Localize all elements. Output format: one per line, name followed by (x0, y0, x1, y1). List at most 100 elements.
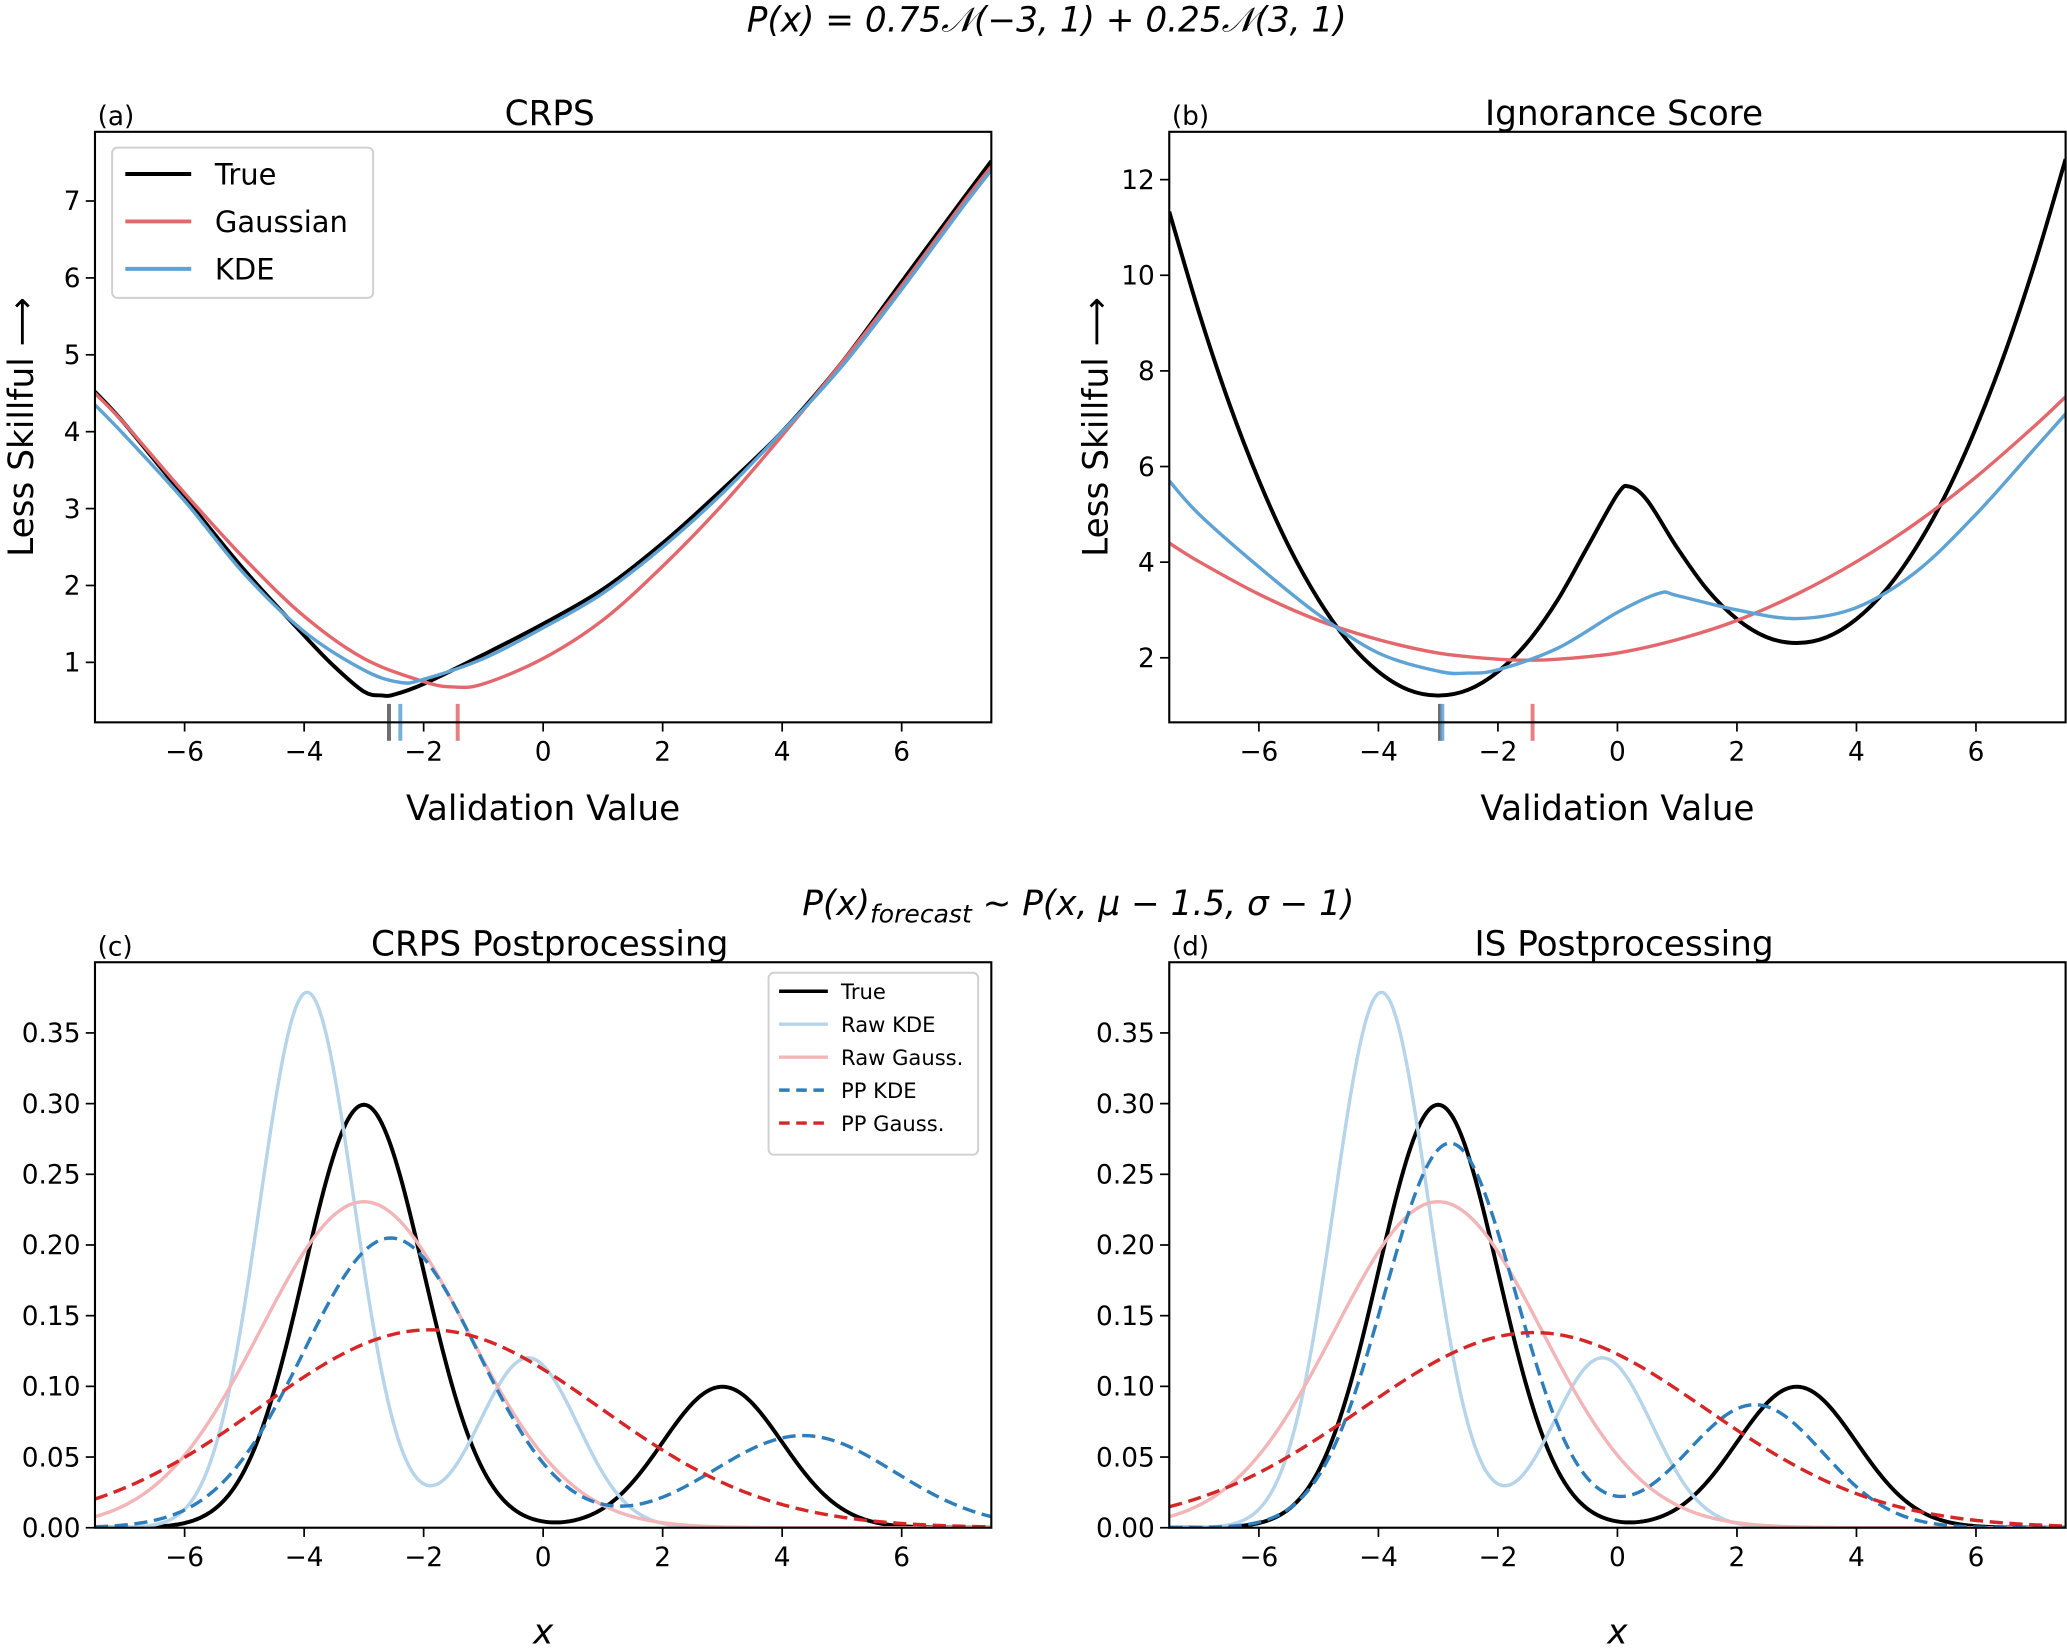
y-tick-label: 0.20 (1096, 1231, 1155, 1261)
x-tick-label: −2 (1478, 738, 1517, 768)
y-tick-label: 2 (1138, 644, 1155, 674)
legend-label: PP Gauss. (841, 1111, 944, 1136)
y-tick-label: 0.10 (1096, 1373, 1155, 1403)
legend: True Gaussian KDE (111, 146, 375, 299)
legend-box (111, 146, 375, 299)
y-tick-label: 0.00 (22, 1514, 81, 1544)
series-line-pp-kde (1169, 1141, 2066, 1528)
series-group (1169, 158, 2066, 698)
panel-d: −6 −4 −2 0 2 4 6 0.00 0.05 0.10 0.15 0.20 0.25 0.30 0.… (1096, 925, 2067, 1649)
x-tick-label: 0 (535, 738, 552, 768)
y-tick-label: 5 (64, 341, 81, 371)
panel-label: (b) (1172, 102, 1209, 132)
x-tick-label: −4 (285, 1543, 324, 1573)
series-line-raw-kde (1169, 990, 2066, 1528)
x-tick-label: 4 (774, 738, 791, 768)
series-line-pp-gauss (94, 1328, 992, 1528)
y-tick-label: 0.30 (1096, 1090, 1155, 1120)
y-tick-label: 0.05 (1096, 1443, 1155, 1473)
x-tick-label: 4 (1848, 1543, 1865, 1573)
legend-box (767, 971, 980, 1156)
suptitle-top: P(x) = 0.75𝒩(−3, 1) + 0.25𝒩(3, 1) (747, 1, 1347, 41)
x-tick-label: 6 (1968, 738, 1985, 768)
legend-label: Gaussian (215, 205, 348, 239)
series-line-true (1169, 158, 2066, 698)
series-line-true (1169, 1102, 2066, 1528)
x-tick-label: 2 (654, 738, 671, 768)
y-tick-label: 2 (64, 572, 81, 602)
series-line-kde (1169, 412, 2066, 676)
x-tick-label: −6 (1239, 738, 1278, 768)
suptitle-bottom-rest: ~ P(x, μ − 1.5, σ − 1) (972, 884, 1355, 924)
x-tick-label: 2 (1729, 1543, 1746, 1573)
y-axis-label: Less Skillful ⟶ (1076, 297, 1116, 557)
panel-a: −6 −4 −2 0 2 4 6 1 2 3 4 5 6 7 (a) CRPS Validation Value… (2, 94, 993, 829)
legend-label: PP KDE (841, 1078, 917, 1103)
legend-label: Raw Gauss. (841, 1045, 963, 1070)
panel-c: −6 −4 −2 0 2 4 6 0.00 0.05 0.10 0.15 0.20 0.25 0.30 0.… (22, 925, 993, 1649)
series-line-gaussian (1169, 395, 2066, 662)
panel-title: CRPS Postprocessing (371, 925, 728, 965)
y-tick-label: 4 (1138, 548, 1155, 578)
y-tick-label: 0.15 (22, 1302, 81, 1332)
x-tick-label: 6 (893, 1543, 910, 1573)
y-axis-label: Less Skillful ⟶ (2, 297, 42, 557)
series-line-raw-kde (94, 990, 992, 1528)
x-axis-label: x (532, 1613, 554, 1649)
axes-frame (1168, 961, 2067, 1529)
y-tick-label: 3 (64, 495, 81, 525)
y-tick-label: 0.30 (22, 1090, 81, 1120)
axes-frame (1168, 130, 2067, 724)
y-tick-label: 7 (64, 187, 81, 217)
legend-label: KDE (215, 252, 275, 286)
series-group (1169, 990, 2066, 1528)
y-tick-label: 0.00 (1096, 1514, 1155, 1544)
panel-title: Ignorance Score (1485, 94, 1763, 134)
y-tick-label: 0.05 (22, 1443, 81, 1473)
y-tick-label: 12 (1121, 166, 1155, 196)
suptitle-bottom-main: P(x) (802, 884, 870, 924)
series-line-pp-gauss (1169, 1330, 2066, 1528)
panel-b: −6 −4 −2 0 2 4 6 2 4 6 8 10 12 (b) Ignorance Score Vali… (1076, 94, 2067, 829)
y-tick-label: 10 (1121, 261, 1155, 291)
panel-title: CRPS (505, 94, 595, 134)
x-tick-label: 0 (1609, 738, 1626, 768)
y-tick-label: 0.10 (22, 1373, 81, 1403)
x-tick-label: 4 (774, 1543, 791, 1573)
x-tick-label: −4 (1359, 1543, 1398, 1573)
panel-label: (d) (1172, 933, 1209, 963)
legend-label: True (840, 979, 886, 1004)
x-tick-label: −4 (285, 738, 324, 768)
suptitle-bottom-sub: forecast (870, 900, 973, 929)
y-tick-label: 0.15 (1096, 1302, 1155, 1332)
y-tick-label: 6 (1138, 453, 1155, 483)
legend-label: True (214, 158, 277, 192)
y-tick-label: 4 (64, 418, 81, 448)
x-tick-label: −4 (1359, 738, 1398, 768)
series-line-pp-kde (94, 1236, 992, 1528)
x-axis-label: Validation Value (406, 789, 680, 829)
legend: True Raw KDE Raw Gauss. PP KDE PP Gauss. (767, 971, 980, 1156)
x-axis-label: x (1606, 1613, 1628, 1649)
series-line-kde (94, 169, 992, 685)
series-group (94, 159, 992, 698)
y-tick-label: 0.35 (1096, 1019, 1155, 1049)
panel-label: (c) (98, 933, 133, 963)
x-tick-label: 2 (1729, 738, 1746, 768)
x-axis-label: Validation Value (1480, 789, 1754, 829)
y-tick-label: 0.25 (22, 1161, 81, 1191)
x-tick-label: −6 (165, 738, 204, 768)
y-tick-label: 0.25 (1096, 1161, 1155, 1191)
panel-title: IS Postprocessing (1474, 925, 1773, 965)
x-tick-label: −2 (404, 1543, 443, 1573)
y-tick-label: 8 (1138, 357, 1155, 387)
x-tick-label: −6 (1239, 1543, 1278, 1573)
y-tick-label: 0.35 (22, 1019, 81, 1049)
suptitle-bottom: P(x)forecast ~ P(x, μ − 1.5, σ − 1) (802, 884, 1354, 929)
y-tick-label: 0.20 (22, 1231, 81, 1261)
x-tick-label: 0 (1609, 1543, 1626, 1573)
x-tick-label: 0 (535, 1543, 552, 1573)
x-tick-label: 6 (1968, 1543, 1985, 1573)
legend-label: Raw KDE (841, 1012, 935, 1037)
